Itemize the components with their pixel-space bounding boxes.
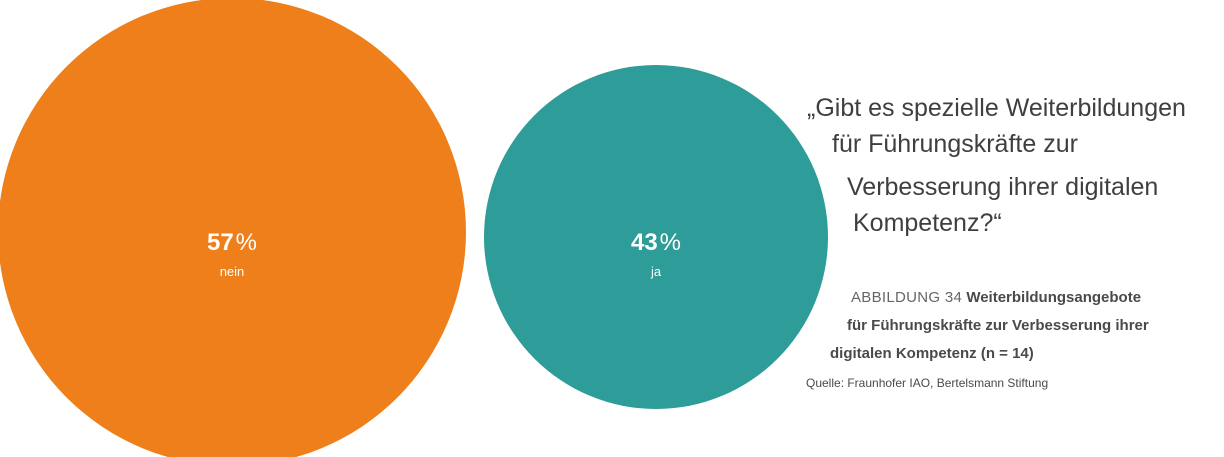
question-line-3: Verbesserung ihrer digitalen [847,173,1159,201]
question-line-1: „Gibt es spezielle Weiterbildungen [807,94,1186,122]
figure-caption-line-1: ABBILDUNG 34 Weiterbildungsangebote [851,288,1141,308]
category-label-ja: ja [650,264,662,279]
bubble-ja [484,65,828,409]
figure-caption-line-3: digitalen Kompetenz (n = 14) [830,344,1034,364]
source-note: Quelle: Fraunhofer IAO, Bertelsmann Stif… [806,376,1049,390]
figure-caption-line-2: für Führungskräfte zur Verbesserung ihre… [847,316,1149,336]
bubble-nein [0,0,466,457]
figure-title-part-2: für Führungskräfte zur Verbesserung ihre… [847,317,1149,334]
figure-label: ABBILDUNG 34 [851,289,963,306]
value-label-nein: 57% [207,229,257,256]
figure-title-part-3: digitalen Kompetenz (n = 14) [830,345,1034,362]
category-label-nein: nein [220,264,245,279]
question-line-4: Kompetenz?“ [853,209,1002,237]
value-label-ja: 43% [631,229,681,256]
question-line-2: für Führungskräfte zur [832,130,1078,158]
figure-title-part-1: Weiterbildungsangebote [966,289,1142,306]
